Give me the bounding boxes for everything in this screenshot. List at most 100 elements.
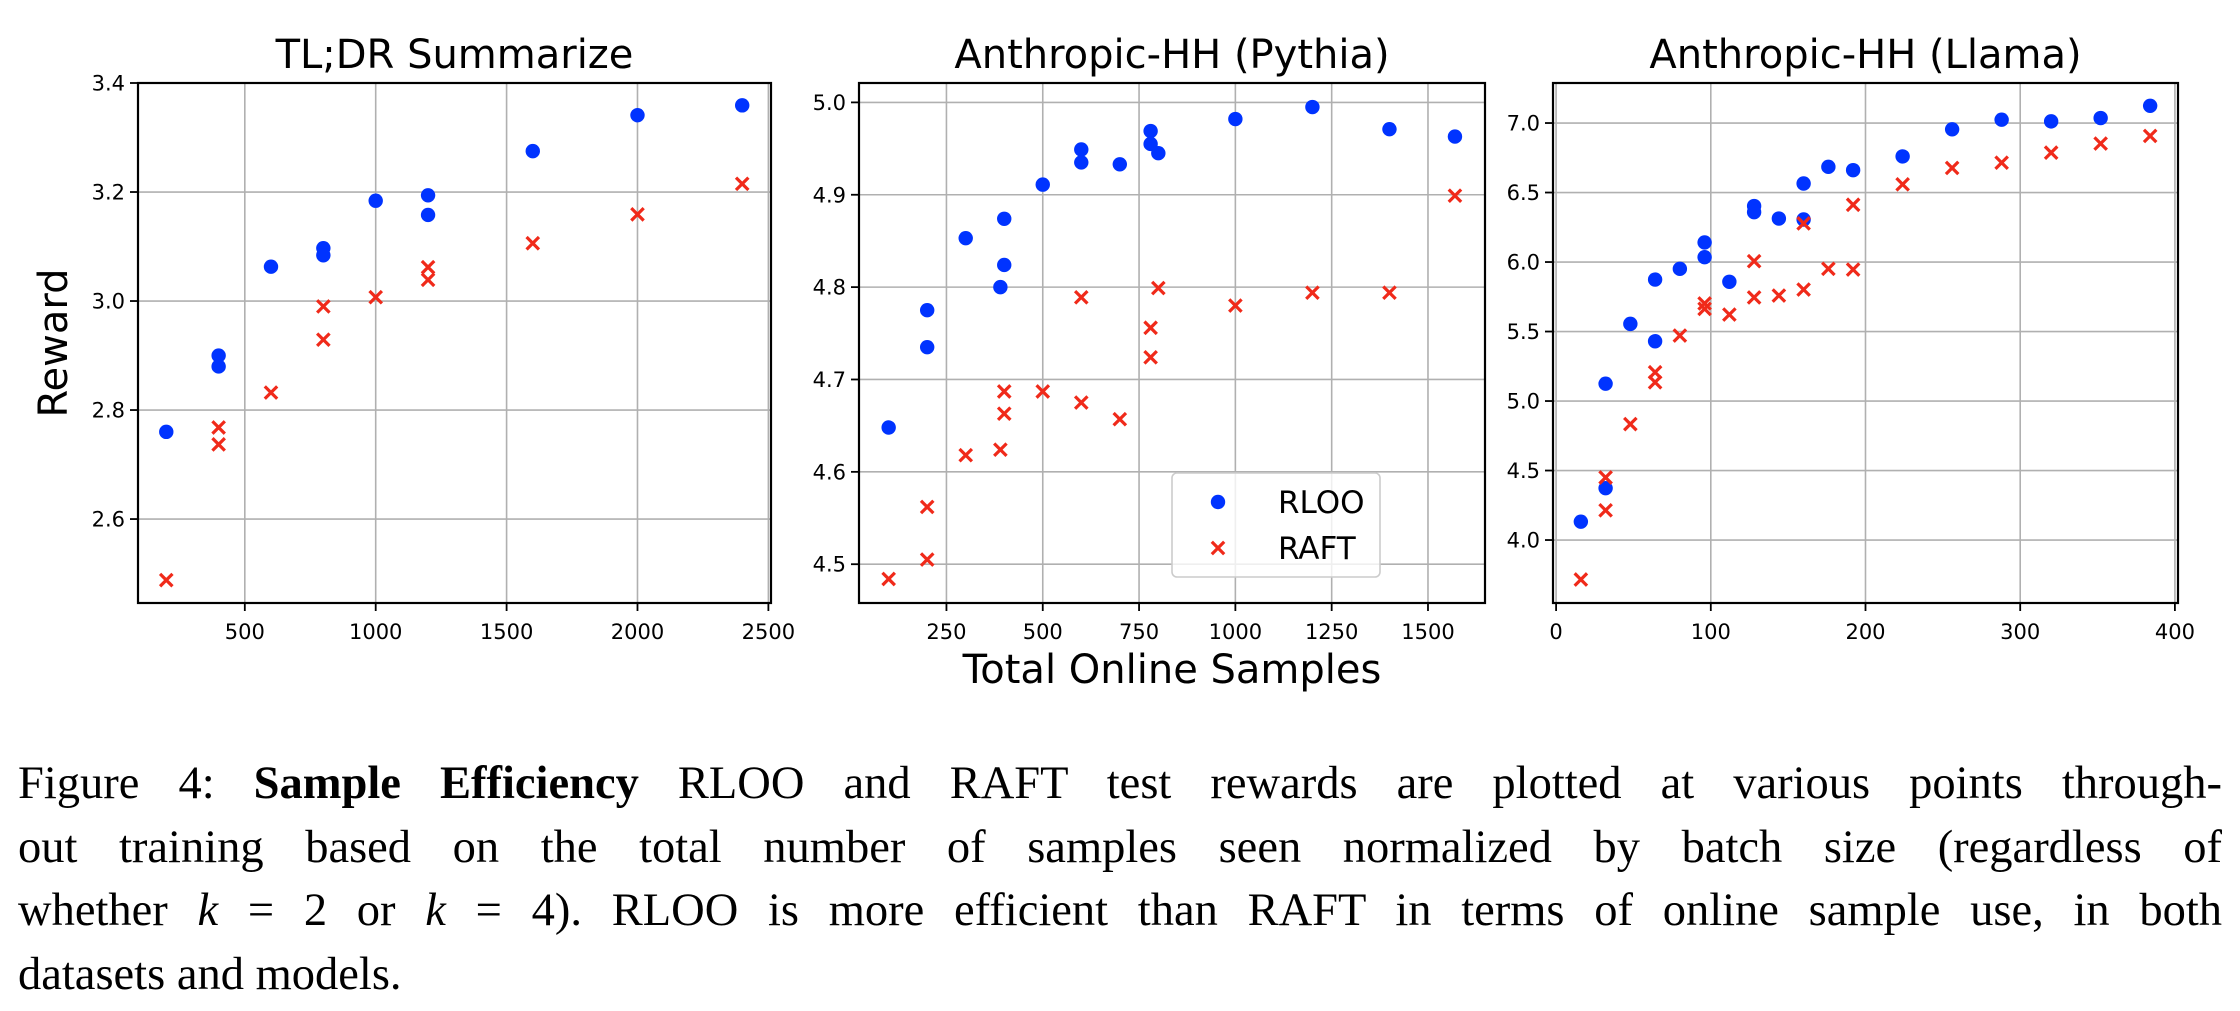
chart-title: Anthropic-HH (Pythia) (954, 32, 1389, 78)
data-point-rloo (2093, 110, 2108, 126)
x-tick-label: 2000 (611, 620, 664, 644)
data-point-rloo (1672, 261, 1688, 277)
data-point-raft (996, 406, 1012, 421)
x-tick-label: 100 (1691, 620, 1731, 644)
data-point-raft (1112, 411, 1128, 427)
caption-text: = 4). RLOO is more efficient than RAFT i… (475, 885, 2223, 936)
data-point-raft (1697, 301, 1712, 317)
data-point-raft (1447, 188, 1463, 204)
data-point-rloo (1447, 129, 1463, 144)
data-point-raft (996, 384, 1012, 399)
caption-line-1: Figure 4: Sample Efficiency RLOO and RAF… (18, 752, 2222, 816)
data-point-raft (881, 571, 896, 587)
data-point-rloo (1845, 162, 1861, 178)
chart-title: Anthropic-HH (Llama) (1649, 32, 2081, 78)
data-point-raft (630, 207, 645, 222)
series-rloo (159, 98, 750, 440)
data-point-raft (1623, 416, 1638, 432)
x-axis-label: Total Online Samples (962, 647, 1382, 693)
data-point-raft (316, 332, 331, 348)
data-point-rloo (2142, 98, 2158, 113)
data-point-rloo (1944, 122, 1960, 137)
data-point-raft (1672, 328, 1688, 343)
x-tick-label: 250 (926, 620, 966, 644)
data-point-rloo (316, 248, 331, 263)
data-point-raft (1895, 176, 1910, 192)
data-point-raft (1035, 384, 1051, 399)
data-point-rloo (211, 359, 226, 374)
data-point-rloo (958, 230, 973, 246)
data-point-rloo (1722, 274, 1737, 289)
series-rloo (881, 99, 1463, 435)
y-tick-label: 4.0 (1507, 529, 1540, 553)
caption-line-4: datasets and models. (18, 943, 2222, 1007)
data-point-rloo (1074, 155, 1089, 170)
data-point-raft (1382, 285, 1397, 300)
caption-text: out training based on the total number o… (18, 821, 2222, 873)
y-tick-label: 4.5 (1507, 459, 1540, 483)
series-raft (1573, 128, 2158, 587)
data-point-rloo (1647, 334, 1663, 349)
data-point-raft (1771, 288, 1787, 303)
caption-text: = 2 or (247, 885, 396, 936)
legend-marker-rloo (1210, 494, 1226, 510)
data-point-raft (1796, 216, 1811, 231)
chart-title: TL;DR Summarize (275, 32, 634, 78)
x-tick-label: 1000 (349, 620, 402, 644)
data-point-raft (1746, 290, 1762, 305)
legend-marker-raft (1210, 540, 1226, 556)
data-point-rloo (735, 98, 750, 113)
series-rloo (1573, 98, 2158, 529)
chart-panel-3: 0 100 200 300 400 4.0 4.5 5.0 5.5 6.0 6.5 7.0 Anthro… (1507, 32, 2195, 644)
data-point-raft (211, 420, 226, 435)
data-point-raft (958, 447, 974, 463)
y-tick-label: 4.5 (813, 553, 846, 577)
series-raft (158, 176, 750, 588)
caption-line-3: whether k = 2 or k = 4). RLOO is more ef… (18, 879, 2222, 943)
data-point-raft (2093, 136, 2108, 151)
caption-text: whether (18, 885, 168, 936)
data-point-rloo (1697, 249, 1712, 265)
series-raft (881, 188, 1463, 587)
caption-text: RLOO and RAFT test rewards are plotted a… (677, 758, 2223, 809)
plot-frame (857, 81, 1487, 605)
y-axis-label: Reward (31, 269, 77, 418)
y-tick-label: 5.0 (1507, 390, 1540, 414)
data-point-raft (1845, 262, 1861, 277)
data-point-raft (525, 235, 541, 251)
data-point-raft (1598, 502, 1613, 518)
data-point-raft (2142, 128, 2158, 144)
caption-math-k: k (197, 885, 219, 936)
data-point-raft (1573, 572, 1589, 587)
data-point-raft (1143, 320, 1158, 336)
data-point-raft (1228, 298, 1243, 313)
x-tick-label: 200 (1845, 620, 1885, 644)
y-tick-label: 5.5 (1507, 320, 1540, 344)
plot-frame (1551, 81, 2180, 605)
data-point-rloo (1112, 157, 1128, 172)
y-tick-label: 4.8 (813, 276, 846, 300)
data-point-raft (263, 385, 279, 400)
data-point-rloo (1697, 235, 1712, 250)
data-point-raft (919, 499, 935, 515)
data-point-raft (1143, 349, 1158, 365)
data-point-rloo (525, 143, 540, 159)
data-point-raft (1821, 261, 1836, 277)
data-point-raft (368, 289, 384, 305)
plot-frame (136, 81, 773, 605)
y-tick-label: 4.9 (813, 183, 846, 207)
caption-line-2: out training based on the total number o… (18, 816, 2222, 880)
data-point-raft (1697, 296, 1712, 311)
x-tick-label: 300 (2000, 620, 2040, 644)
data-point-rloo (997, 211, 1012, 226)
legend-label-raft: RAFT (1278, 531, 1357, 567)
x-tick-label: 750 (1119, 620, 1159, 644)
data-point-rloo (1623, 316, 1638, 332)
data-point-raft (919, 552, 935, 567)
x-tick-label: 1250 (1305, 620, 1358, 644)
figure-caption: Figure 4: Sample Efficiency RLOO and RAF… (18, 752, 2222, 1006)
data-point-rloo (1746, 204, 1762, 220)
data-point-raft (734, 176, 750, 192)
data-point-raft (420, 272, 436, 288)
data-point-raft (1150, 280, 1166, 296)
